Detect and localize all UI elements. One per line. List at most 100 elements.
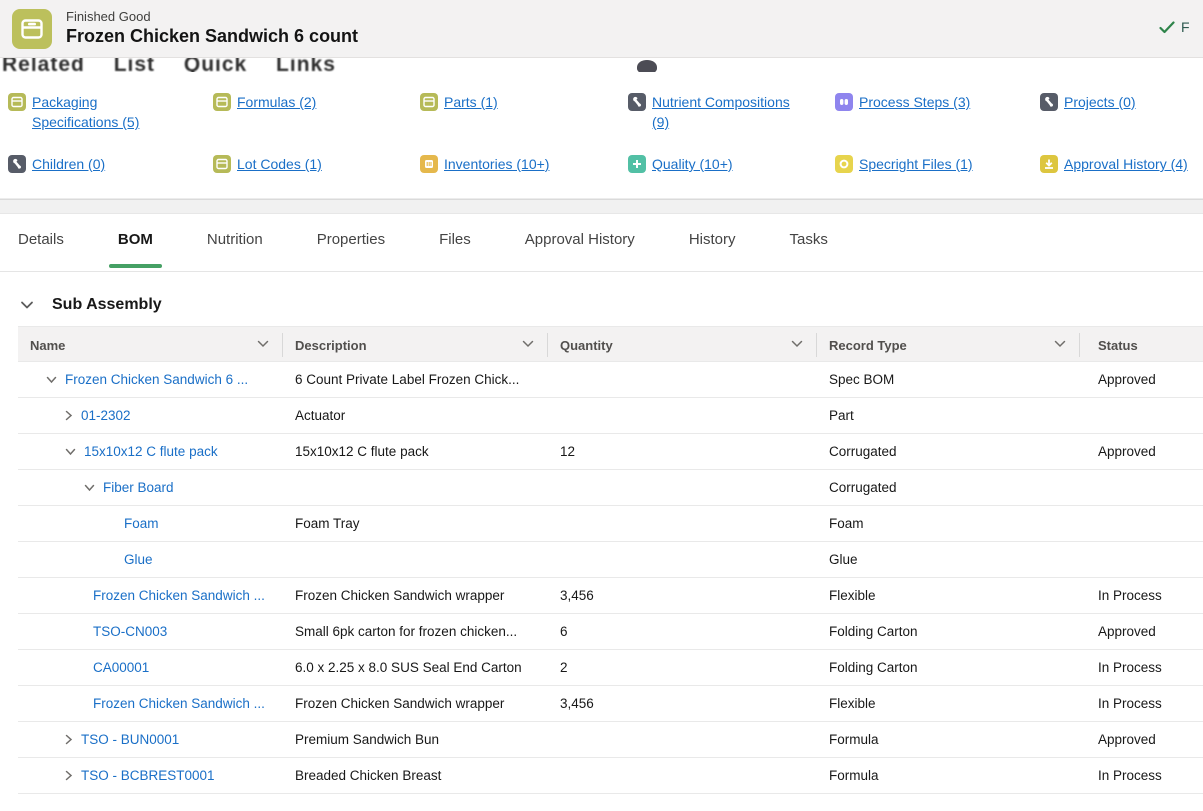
- tab-files[interactable]: Files: [439, 231, 471, 248]
- column-menu-chevron-icon[interactable]: [257, 340, 269, 348]
- table-row: 15x10x12 C flute pack 15x10x12 C flute p…: [18, 434, 1203, 470]
- table-row: Frozen Chicken Sandwich ... Frozen Chick…: [18, 578, 1203, 614]
- expand-chevron-down-icon[interactable]: [84, 484, 95, 492]
- bom-quantity-cell: 3,456: [560, 696, 594, 711]
- quicklink-formulas[interactable]: Formulas (2): [213, 92, 420, 134]
- quicklink-label: Nutrient Compositions (9): [652, 94, 790, 130]
- column-header-status: Status: [1080, 327, 1203, 363]
- tab-tasks[interactable]: Tasks: [789, 231, 828, 248]
- inventory-icon: [420, 155, 438, 173]
- column-label: Record Type: [829, 337, 907, 353]
- column-menu-chevron-icon[interactable]: [522, 340, 534, 348]
- bom-description-cell: Premium Sandwich Bun: [295, 732, 440, 747]
- bom-name-link[interactable]: Frozen Chicken Sandwich ...: [93, 696, 265, 711]
- bom-name-link[interactable]: 01-2302: [81, 408, 131, 423]
- bom-description-cell: 15x10x12 C flute pack: [295, 444, 429, 459]
- expand-chevron-down-icon[interactable]: [65, 448, 76, 456]
- bom-status-cell: In Process: [1098, 588, 1162, 603]
- table-row: 01-2302 Actuator Part: [18, 398, 1203, 434]
- table-row: TSO-CN003 Small 6pk carton for frozen ch…: [18, 614, 1203, 650]
- column-label: Description: [295, 337, 367, 353]
- quick-links-card-title-clipped: Related List Quick Links: [0, 58, 1203, 72]
- ring-icon: [835, 155, 853, 173]
- bom-status-cell: In Process: [1098, 696, 1162, 711]
- quicklink-approval-history[interactable]: Approval History (4): [1040, 154, 1203, 176]
- bom-name-link[interactable]: Glue: [124, 552, 153, 567]
- bom-status-cell: Approved: [1098, 444, 1156, 459]
- table-row: Frozen Chicken Sandwich 6 ... 6 Count Pr…: [18, 362, 1203, 398]
- expand-chevron-right-icon[interactable]: [65, 410, 73, 421]
- quicklink-specright-files[interactable]: Specright Files (1): [835, 154, 1040, 176]
- quicklink-children[interactable]: Children (0): [8, 154, 213, 176]
- column-menu-chevron-icon[interactable]: [1054, 340, 1066, 348]
- wrench-icon: [1040, 93, 1058, 111]
- column-menu-chevron-icon[interactable]: [791, 340, 803, 348]
- spec-box-icon: [213, 155, 231, 173]
- tab-nutrition[interactable]: Nutrition: [206, 231, 263, 248]
- bom-quantity-cell: 2: [560, 660, 568, 675]
- tab-approval-history[interactable]: Approval History: [524, 231, 635, 248]
- column-label: Name: [30, 337, 66, 353]
- quicklink-inventories[interactable]: Inventories (10+): [420, 154, 628, 176]
- bom-record-type-cell: Flexible: [829, 588, 876, 603]
- follow-button[interactable]: F: [1159, 19, 1203, 35]
- tab-history[interactable]: History: [688, 231, 736, 248]
- quicklink-label: Quality (10+): [652, 156, 733, 172]
- bom-description-cell: 6.0 x 2.25 x 8.0 SUS Seal End Carton: [295, 660, 522, 675]
- bom-name-link[interactable]: TSO - BUN0001: [81, 732, 180, 747]
- section-collapse-chevron-icon[interactable]: [20, 300, 34, 310]
- expand-chevron-down-icon[interactable]: [46, 376, 57, 384]
- record-type-label: Finished Good: [66, 9, 151, 24]
- quicklink-label: Parts (1): [444, 94, 498, 110]
- quicklink-process-steps[interactable]: Process Steps (3): [835, 92, 1040, 134]
- bom-name-link[interactable]: CA00001: [93, 660, 150, 675]
- quicklink-packaging-specifications[interactable]: Packaging Specifications (5): [8, 92, 213, 134]
- table-row: TSO - BUN0001 Premium Sandwich Bun Formu…: [18, 722, 1203, 758]
- bom-record-type-cell: Flexible: [829, 696, 876, 711]
- tab-properties[interactable]: Properties: [316, 231, 386, 248]
- column-header-name: Name: [18, 327, 283, 363]
- expand-chevron-right-icon[interactable]: [65, 770, 73, 781]
- bom-record-type-cell: Formula: [829, 768, 879, 783]
- spec-box-icon: [8, 93, 26, 111]
- tab-details[interactable]: Details: [18, 231, 64, 248]
- quicklink-projects[interactable]: Projects (0): [1040, 92, 1203, 134]
- bom-name-link[interactable]: Frozen Chicken Sandwich ...: [93, 588, 265, 603]
- related-list-quick-links: Packaging Specifications (5) Formulas (2…: [0, 72, 1203, 199]
- quicklink-parts[interactable]: Parts (1): [420, 92, 628, 134]
- follow-label: F: [1181, 19, 1190, 35]
- quicklink-lot-codes[interactable]: Lot Codes (1): [213, 154, 420, 176]
- check-icon: [1159, 20, 1175, 33]
- bom-name-link[interactable]: 15x10x12 C flute pack: [84, 444, 218, 459]
- bom-record-type-cell: Spec BOM: [829, 372, 895, 387]
- column-label: Quantity: [560, 337, 613, 353]
- bom-name-link[interactable]: Frozen Chicken Sandwich 6 ...: [65, 372, 249, 387]
- record-tabs: Details BOM Nutrition Properties Files A…: [0, 214, 1203, 272]
- page-title: Frozen Chicken Sandwich 6 count: [66, 26, 359, 46]
- table-row: TSO - BCBREST0001 Breaded Chicken Breast…: [18, 758, 1203, 794]
- bom-name-link[interactable]: Foam: [124, 516, 159, 531]
- refresh-icon[interactable]: [637, 60, 657, 72]
- expand-chevron-right-icon[interactable]: [65, 734, 73, 745]
- quicklink-nutrient-compositions[interactable]: Nutrient Compositions (9): [628, 92, 835, 134]
- section-title: Sub Assembly: [52, 296, 162, 313]
- bom-status-cell: Approved: [1098, 732, 1156, 747]
- process-steps-icon: [835, 93, 853, 111]
- tab-bom[interactable]: BOM: [108, 231, 162, 271]
- quicklink-label: Formulas (2): [237, 94, 317, 110]
- quicklink-quality[interactable]: Quality (10+): [628, 154, 835, 176]
- table-row: CA00001 6.0 x 2.25 x 8.0 SUS Seal End Ca…: [18, 650, 1203, 686]
- bom-status-cell: In Process: [1098, 660, 1162, 675]
- plus-icon: [628, 155, 646, 173]
- quicklink-label: Inventories (10+): [444, 156, 550, 172]
- spec-box-icon: [420, 93, 438, 111]
- download-icon: [1040, 155, 1058, 173]
- bom-name-link[interactable]: TSO - BCBREST0001: [81, 768, 215, 783]
- bom-name-link[interactable]: Fiber Board: [103, 480, 174, 495]
- bom-description-cell: Breaded Chicken Breast: [295, 768, 442, 783]
- bom-name-link[interactable]: TSO-CN003: [93, 624, 168, 639]
- bom-description-cell: 6 Count Private Label Frozen Chick...: [295, 372, 520, 387]
- section-divider: [0, 199, 1203, 214]
- bom-record-type-cell: Formula: [829, 732, 879, 747]
